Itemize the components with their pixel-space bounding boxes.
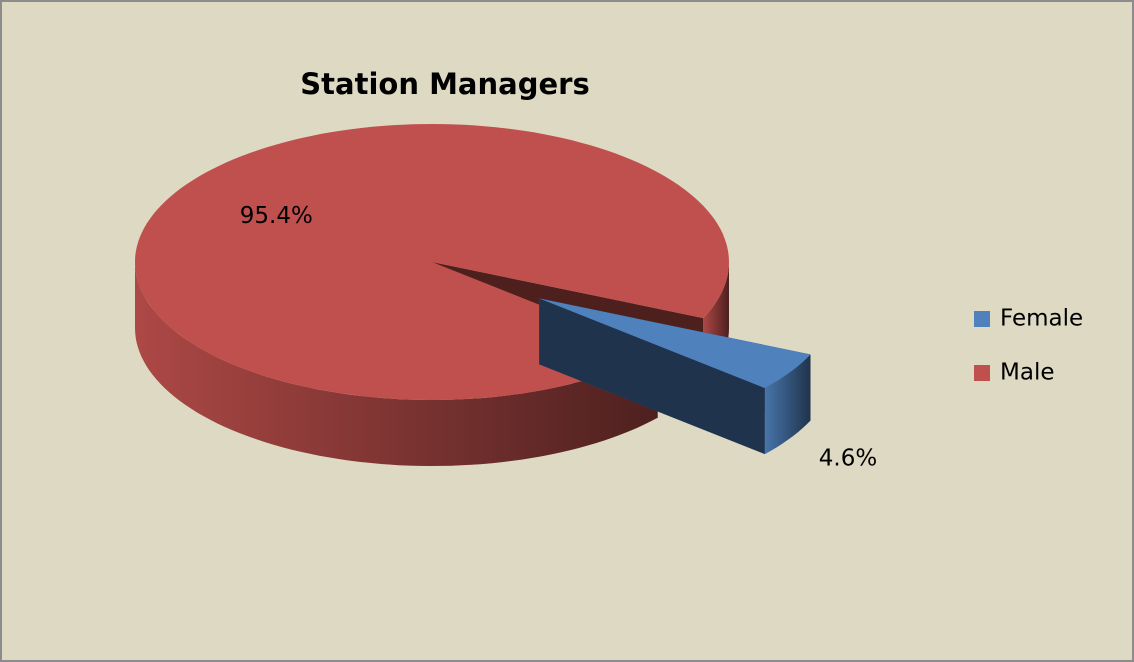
chart-title: Station Managers [300, 67, 589, 101]
legend-label: Female [1000, 306, 1083, 332]
slice-cut-shade [539, 298, 765, 455]
legend: Female Male [974, 306, 1083, 386]
legend-swatch [974, 365, 990, 381]
data-label: 95.4% [240, 203, 313, 229]
slice-side-shade [135, 262, 658, 466]
legend-label: Male [1000, 360, 1054, 386]
data-label: 4.6% [819, 446, 877, 472]
pie: 95.4% 4.6% [135, 124, 877, 472]
legend-swatch [974, 311, 990, 327]
slice [539, 298, 811, 389]
slice-side-shade [764, 354, 811, 455]
